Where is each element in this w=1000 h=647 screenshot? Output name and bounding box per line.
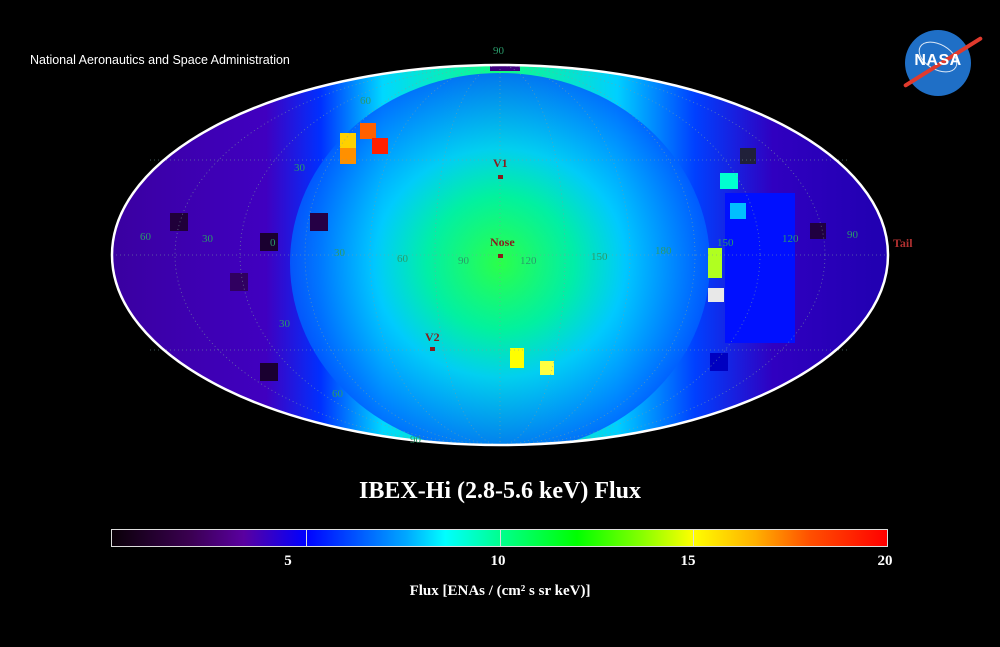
v1-label: V1 bbox=[493, 156, 508, 170]
colorbar-tick: 5 bbox=[284, 553, 292, 569]
lon-label: 30 bbox=[334, 247, 345, 259]
lon-label: 150 bbox=[717, 237, 734, 249]
colorbar-unit-label: Flux [ENAs / (cm² s sr keV)] bbox=[409, 583, 591, 599]
nasa-logo: NASA bbox=[902, 30, 984, 96]
nose-marker-icon bbox=[498, 254, 503, 258]
colorbar-divider bbox=[305, 530, 307, 546]
lat-label-60n: 60 bbox=[360, 95, 371, 107]
chart-title: IBEX-Hi (2.8-5.6 keV) Flux bbox=[359, 478, 641, 504]
v2-marker-icon bbox=[430, 347, 435, 351]
colorbar-divider bbox=[499, 530, 501, 546]
colorbar-tick: 10 bbox=[490, 553, 506, 569]
colorbar bbox=[111, 529, 888, 547]
lon-label: 120 bbox=[782, 233, 799, 245]
lon-label: 60 bbox=[140, 231, 151, 243]
colorbar-divider bbox=[693, 530, 695, 546]
lon-label: 150 bbox=[591, 251, 608, 263]
lat-label-30s: 30 bbox=[279, 318, 290, 330]
agency-name: National Aeronautics and Space Administr… bbox=[30, 53, 290, 67]
lat-label-60s: 60 bbox=[332, 388, 343, 400]
lon-label: 90 bbox=[458, 255, 469, 267]
logo-text: NASA bbox=[914, 52, 962, 69]
lat-label-north-pole: 90 bbox=[493, 45, 504, 57]
tail-label: Tail bbox=[893, 236, 913, 250]
v1-marker-icon bbox=[498, 175, 503, 179]
lon-label: 180 bbox=[655, 245, 672, 257]
colorbar-tick: 20 bbox=[877, 553, 893, 569]
colorbar-tick: 15 bbox=[680, 553, 696, 569]
lon-label: 120 bbox=[520, 255, 537, 267]
sky-map: 90 60 30 30 60 90 60 30 0 30 60 90 120 1… bbox=[110, 45, 890, 448]
lat-label-south-pole: 90 bbox=[410, 434, 421, 446]
nose-label: Nose bbox=[490, 235, 515, 249]
lon-label: 0 bbox=[270, 237, 276, 249]
v2-label: V2 bbox=[425, 330, 440, 344]
lon-label: 30 bbox=[202, 233, 213, 245]
lat-label-30n: 30 bbox=[294, 162, 305, 174]
lon-label: 60 bbox=[397, 253, 408, 265]
lon-label: 90 bbox=[847, 229, 858, 241]
